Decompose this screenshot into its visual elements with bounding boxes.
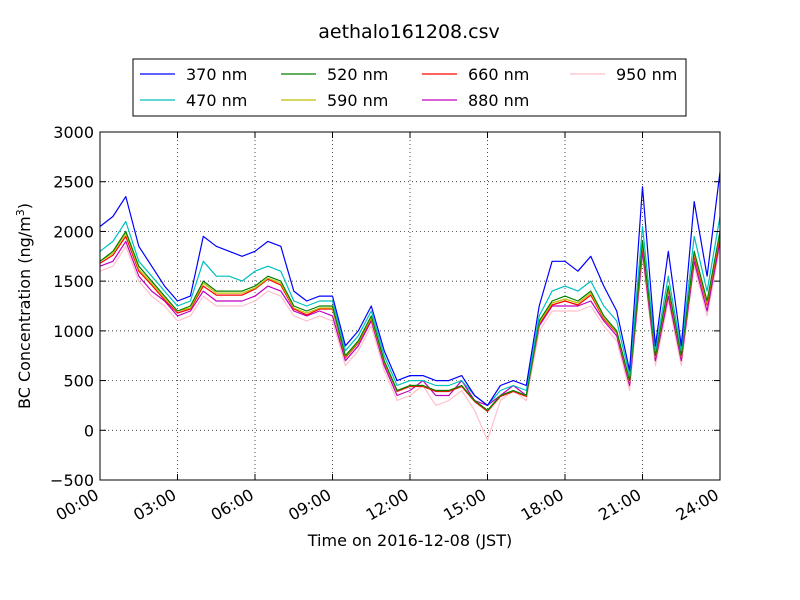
chart-title: aethalo161208.csv xyxy=(318,21,500,43)
y-tick-label: 2500 xyxy=(53,173,94,192)
y-tick-label: 3000 xyxy=(53,123,94,142)
legend-label: 470 nm xyxy=(186,91,247,110)
y-tick-label: 2000 xyxy=(53,222,94,241)
legend-label: 950 nm xyxy=(616,65,677,84)
y-tick-label: −500 xyxy=(50,471,94,490)
series-line-470-nm xyxy=(99,216,721,406)
series-line-880-nm xyxy=(99,240,721,406)
legend: 370 nm 470 nm 520 nm 590 nm 660 nm 880 nm 950 … xyxy=(132,58,687,117)
y-tick-label: 500 xyxy=(63,372,94,391)
legend-label: 880 nm xyxy=(468,91,529,110)
legend-label: 520 nm xyxy=(327,65,388,84)
y-axis-label: BC Concentration (ng/m3) xyxy=(14,203,34,409)
y-axis-label-close: ) xyxy=(15,203,34,209)
series-line-520-nm xyxy=(99,230,721,411)
series-lines xyxy=(99,171,721,441)
legend-label: 370 nm xyxy=(186,65,247,84)
y-tick-label: 1000 xyxy=(53,322,94,341)
y-axis-label-superscript: 3 xyxy=(14,209,27,216)
legend-label: 590 nm xyxy=(327,91,388,110)
series-line-950-nm xyxy=(99,245,721,441)
y-tick-label: 1500 xyxy=(53,272,94,291)
legend-label: 660 nm xyxy=(468,65,529,84)
y-tick-label: 0 xyxy=(84,421,94,440)
legend-box xyxy=(132,58,687,117)
y-axis-label-main: BC Concentration (ng/m xyxy=(15,216,34,409)
x-axis-label: Time on 2016-12-08 (JST) xyxy=(307,531,512,550)
series-line-370-nm xyxy=(99,171,721,406)
